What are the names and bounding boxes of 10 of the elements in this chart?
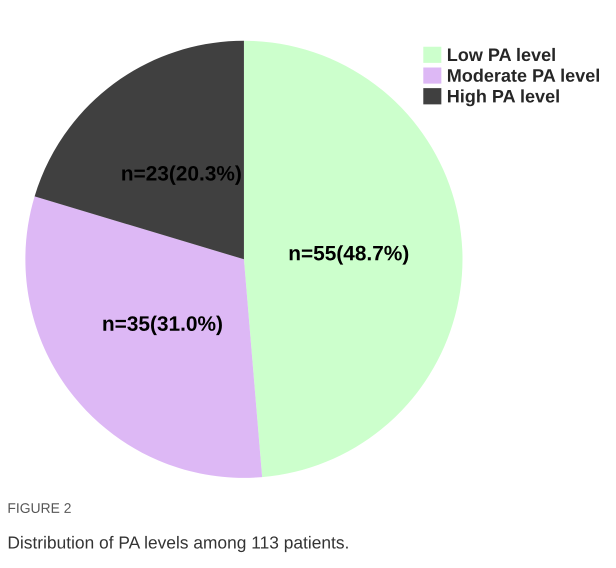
legend-label: High PA level bbox=[448, 89, 559, 106]
legend-label: Low PA level bbox=[448, 48, 555, 62]
data-label: n=55(48.7%) bbox=[290, 245, 408, 265]
data-label: n=35(31.0%) bbox=[103, 316, 222, 336]
data-label: n=23(20.3%) bbox=[122, 165, 241, 185]
pie-slice bbox=[34, 40, 244, 260]
pie-slice bbox=[25, 196, 262, 478]
legend-label: Moderate PA level bbox=[448, 68, 600, 82]
text: Distribution of PA levels among 113 patients. bbox=[8, 536, 348, 552]
caption: FIGURE 2 bbox=[8, 503, 71, 513]
